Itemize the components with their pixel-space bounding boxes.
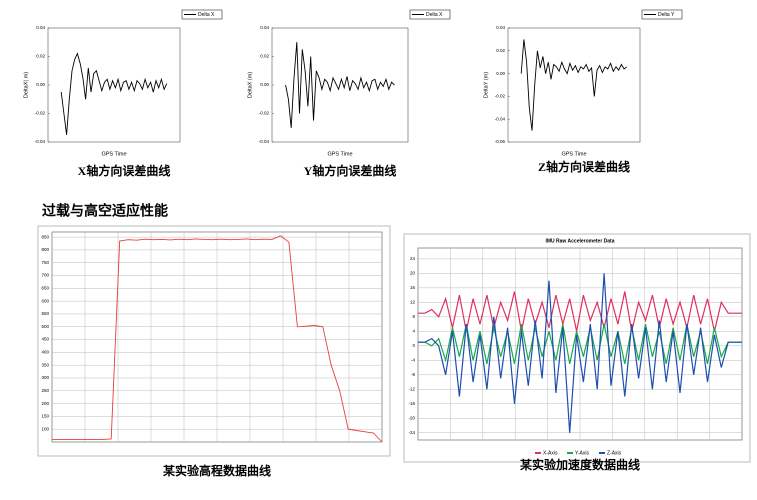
legend-label: X-Axis (543, 450, 558, 456)
y-tick-label: -0.02 (259, 111, 270, 116)
y-tick-label: 750 (41, 260, 49, 265)
y-tick-label: 0.04 (36, 25, 45, 30)
y-tick-label: 250 (41, 388, 49, 393)
y-tick-label: -16 (408, 401, 415, 406)
y-tick-label: 100 (41, 426, 49, 431)
y-tick-label: -0.04 (495, 116, 506, 121)
caption: 某实验高程数据曲线 (163, 463, 271, 478)
y-tick-label: -0.02 (495, 94, 506, 99)
y-tick-label: 0.02 (496, 48, 505, 53)
data-line (52, 235, 383, 443)
y-tick-label: 450 (41, 337, 49, 342)
y-tick-label: 0.02 (260, 54, 269, 59)
y-tick-label: 650 (41, 286, 49, 291)
y-axis-label: DeltaX( m) (23, 72, 29, 98)
y-tick-label: 500 (41, 324, 49, 329)
y-tick-label: 150 (41, 414, 49, 419)
data-line (285, 42, 395, 128)
y-tick-label: 850 (41, 234, 49, 239)
y-tick-label: 20 (410, 271, 416, 276)
y-tick-label: 24 (410, 256, 416, 261)
y-tick-label: 0 (412, 343, 415, 348)
plot-area (507, 27, 641, 143)
legend-box (641, 9, 683, 20)
y-tick-label: -0.04 (35, 139, 46, 144)
y-axis-label: DeltaY (m) (483, 72, 489, 98)
y-tick-label: 0.00 (260, 82, 269, 87)
legend-box (181, 9, 223, 20)
data-line (418, 291, 742, 332)
y-tick-label: 350 (41, 362, 49, 367)
y-tick-label: -0.02 (35, 111, 46, 116)
y-tick-label: 4 (412, 329, 415, 334)
y-tick-label: -12 (408, 386, 415, 391)
y-tick-label: -0.04 (259, 139, 270, 144)
y-tick-label: 0.04 (260, 25, 269, 30)
y-tick-label: -4 (411, 357, 415, 362)
legend-label: Delta X (198, 12, 215, 18)
y-tick-label: 8 (412, 314, 415, 319)
caption: Z轴方向误差曲线 (538, 159, 630, 174)
caption: X轴方向误差曲线 (78, 163, 171, 178)
legend-box (409, 9, 451, 20)
y-tick-label: 0.02 (36, 54, 45, 59)
x-axis-label: GPS Time (101, 151, 126, 157)
data-line (520, 39, 628, 131)
section-heading: 过载与高空适应性能 (42, 203, 168, 219)
y-tick-label: -0.06 (495, 139, 506, 144)
legend-label: Y-Axis (575, 450, 589, 456)
data-line (60, 52, 168, 135)
y-tick-label: 550 (41, 311, 49, 316)
y-tick-label: 0.04 (496, 25, 505, 30)
caption: Y轴方向误差曲线 (304, 163, 397, 178)
x-axis-label: GPS Time (561, 151, 586, 157)
y-tick-label: 0.00 (36, 82, 45, 87)
y-tick-label: 12 (410, 300, 416, 305)
data-line (418, 273, 742, 433)
y-tick-label: -20 (408, 415, 415, 420)
y-tick-label: 400 (41, 350, 49, 355)
chart-title: IMU Raw Accelerometer Data (545, 238, 614, 244)
y-tick-label: 600 (41, 298, 49, 303)
y-tick-label: 700 (41, 273, 49, 278)
y-tick-label: 0.00 (496, 71, 505, 76)
y-tick-label: 300 (41, 375, 49, 380)
legend-label: Delta Y (658, 12, 675, 18)
y-tick-label: -24 (408, 430, 415, 435)
legend-label: Delta X (426, 12, 443, 18)
y-tick-label: 800 (41, 247, 49, 252)
y-axis-label: DeltaX (m) (247, 72, 253, 98)
legend-label: Z-Axis (607, 450, 622, 456)
y-tick-label: 16 (410, 285, 416, 290)
y-tick-label: 200 (41, 401, 49, 406)
x-axis-label: GPS Time (327, 151, 352, 157)
caption: 某实验加速度数据曲线 (520, 457, 640, 472)
y-tick-label: -8 (411, 372, 415, 377)
